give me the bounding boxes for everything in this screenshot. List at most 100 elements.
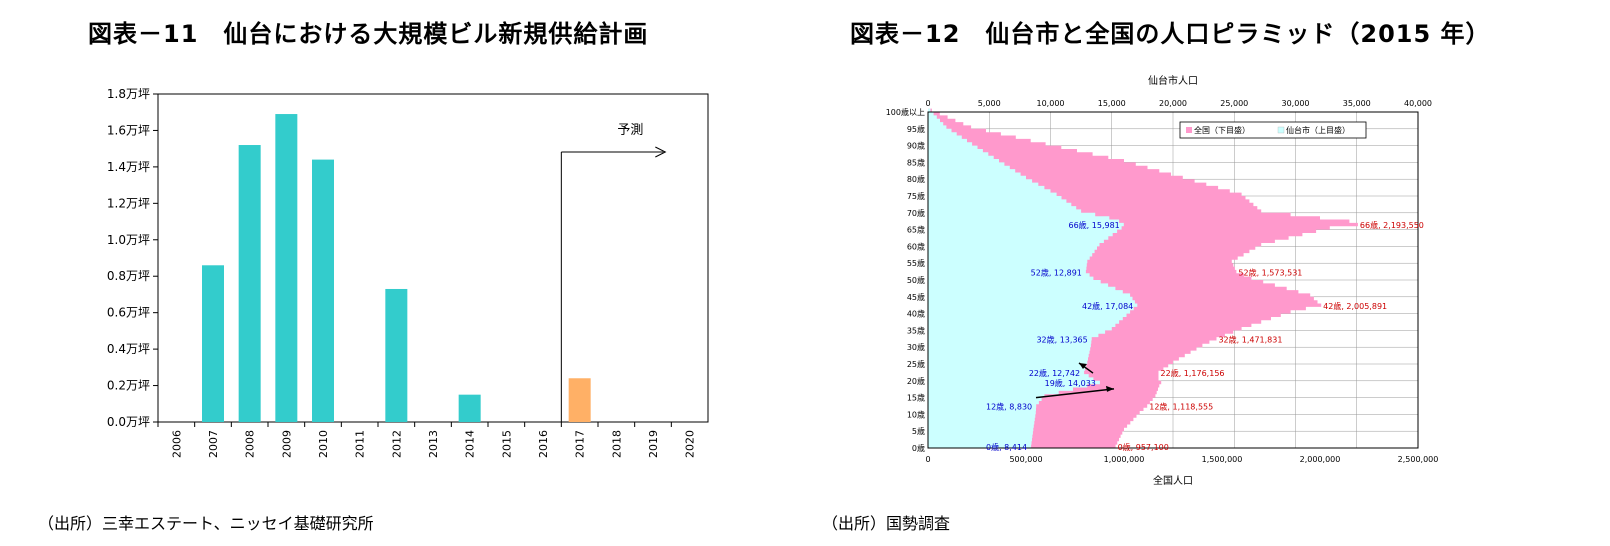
- national-data-label: 66歳, 2,193,550: [1360, 220, 1424, 230]
- x-tick-label: 2010: [317, 430, 330, 458]
- bottom-axis-title: 全国人口: [1153, 474, 1193, 487]
- age-tick-label: 10歳: [907, 409, 925, 419]
- age-tick-label: 25歳: [907, 359, 925, 369]
- age-tick-label: 75歳: [907, 191, 925, 201]
- sendai-data-label: 52歳, 12,891: [1031, 267, 1082, 277]
- top-tick-label: 5,000: [978, 99, 1001, 108]
- x-tick-label: 2007: [207, 430, 220, 458]
- x-tick-label: 2012: [390, 430, 403, 458]
- top-axis-title: 仙台市人口: [1148, 74, 1198, 87]
- sendai-data-label: 0歳, 8,414: [986, 442, 1027, 452]
- office-supply-bar-chart: 0.0万坪 0.2万坪 0.4万坪 0.6万坪 0.8万坪 1.0万坪 1.2万坪 1.4万坪…: [107, 87, 709, 458]
- age-tick-label: 40歳: [907, 309, 925, 319]
- bottom-tick-label: 500,000: [1009, 455, 1042, 464]
- x-tick-label: 2011: [354, 430, 367, 458]
- x-tick-label: 2009: [280, 430, 293, 458]
- x-tick-label: 2014: [464, 430, 477, 458]
- bottom-tick-label: 1,500,000: [1202, 455, 1243, 464]
- sendai-data-label: 12歳, 8,830: [986, 402, 1032, 412]
- legend-label-national: 全国（下目盛）: [1194, 125, 1250, 135]
- top-tick-label: 35,000: [1343, 99, 1371, 108]
- bottom-tick-label: 0: [925, 455, 930, 464]
- legend-swatch-national: [1186, 127, 1192, 133]
- pyramid-frame: [927, 111, 1419, 449]
- y-tick-label: 1.2万坪: [107, 196, 150, 210]
- national-data-label: 22歳, 1,176,156: [1161, 368, 1225, 378]
- sendai-data-label: 66歳, 15,981: [1069, 220, 1120, 230]
- y-tick-label: 0.4万坪: [107, 342, 150, 356]
- top-tick-label: 40,000: [1404, 99, 1432, 108]
- bar-2014: [458, 394, 481, 422]
- national-data-label: 12歳, 1,118,555: [1149, 402, 1213, 412]
- y-tick-label: 1.6万坪: [107, 123, 150, 137]
- sendai-data-label: 32歳, 13,365: [1036, 334, 1087, 344]
- age-tick-label: 95歳: [907, 124, 925, 134]
- age-tick-label: 30歳: [907, 342, 925, 352]
- bar-2007: [202, 265, 224, 422]
- bottom-tick-label: 2,500,000: [1398, 455, 1439, 464]
- age-tick-label: 20歳: [907, 376, 925, 386]
- bottom-tick-label: 1,000,000: [1104, 455, 1145, 464]
- legend-swatch-sendai: [1277, 126, 1285, 134]
- age-tick-label: 100歳以上: [886, 107, 925, 117]
- y-tick-label: 0.2万坪: [107, 379, 150, 393]
- y-tick-label: 1.4万坪: [107, 160, 150, 174]
- sendai-data-label: 22歳, 12,742: [1029, 368, 1080, 378]
- top-tick-label: 10,000: [1037, 99, 1065, 108]
- sendai-data-label: 19歳, 14,033: [1045, 378, 1096, 388]
- age-tick-label: 85歳: [907, 157, 925, 167]
- trend-arrow-right: [1035, 388, 1115, 399]
- x-tick-label: 2008: [244, 430, 257, 458]
- forecast-label: 予測: [617, 123, 643, 138]
- national-data-label: 42歳, 2,005,891: [1323, 301, 1387, 311]
- right-chart-title: 図表－12 仙台市と全国の人口ピラミッド（2015 年）: [850, 20, 1491, 48]
- age-tick-label: 65歳: [907, 225, 925, 235]
- x-tick-label: 2015: [500, 430, 513, 458]
- left-source-note: （出所）三幸エステート、ニッセイ基礎研究所: [38, 514, 374, 533]
- x-tick-label: 2017: [574, 430, 587, 458]
- age-tick-label: 45歳: [907, 292, 925, 302]
- age-tick-label: 90歳: [907, 141, 925, 151]
- x-tick-label: 2019: [647, 430, 660, 458]
- population-pyramid-chart: 0歳 5歳 10歳 15歳 20歳 25歳 30歳 35歳 40歳 45歳 50歳 55歳 60歳 65歳…: [886, 74, 1439, 487]
- x-tick-label: 2013: [427, 430, 440, 458]
- y-tick-label: 1.8万坪: [107, 87, 150, 101]
- top-tick-label: 15,000: [1098, 99, 1126, 108]
- top-tick-label: 25,000: [1220, 99, 1248, 108]
- trend-arrowhead-right: [1106, 385, 1114, 392]
- x-tick-label: 2020: [684, 430, 697, 458]
- age-tick-label: 60歳: [907, 241, 925, 251]
- x-tick-label: 2018: [610, 430, 623, 458]
- top-tick-label: 30,000: [1282, 99, 1310, 108]
- age-tick-label: 55歳: [907, 258, 925, 268]
- y-tick-label: 0.0万坪: [107, 415, 150, 429]
- age-tick-label: 70歳: [907, 208, 925, 218]
- bottom-tick-label: 2,000,000: [1300, 455, 1341, 464]
- trend-arrowhead-up: [1079, 362, 1087, 369]
- bar-2009: [275, 114, 298, 423]
- forecast-arrowhead: [655, 146, 667, 158]
- age-tick-label: 35歳: [907, 325, 925, 335]
- top-tick-label: 0: [925, 99, 930, 108]
- y-tick-label: 0.8万坪: [107, 269, 150, 283]
- legend-box: [1179, 121, 1367, 139]
- age-tick-label: 50歳: [907, 275, 925, 285]
- national-data-label: 0歳, 957,100: [1118, 442, 1169, 452]
- bar-2010: [312, 159, 334, 422]
- age-tick-label: 0歳: [912, 443, 925, 453]
- legend-label-sendai: 仙台市（上目盛）: [1286, 125, 1350, 135]
- right-source-note: （出所）国勢調査: [822, 514, 951, 533]
- y-tick-label: 0.6万坪: [107, 306, 150, 320]
- top-tick-label: 20,000: [1159, 99, 1187, 108]
- national-data-label: 32歳, 1,471,831: [1218, 334, 1282, 344]
- age-tick-label: 15歳: [907, 393, 925, 403]
- age-tick-label: 5歳: [912, 426, 925, 436]
- x-tick-label: 2016: [537, 430, 550, 458]
- left-chart-title: 図表－11 仙台における大規模ビル新規供給計画: [88, 20, 649, 48]
- bar-2012: [385, 288, 408, 422]
- bar-2017: [568, 378, 591, 422]
- national-data-label: 52歳, 1,573,531: [1238, 267, 1302, 277]
- x-tick-label: 2006: [170, 430, 183, 458]
- bar-2008: [238, 145, 261, 422]
- sendai-data-label: 42歳, 17,084: [1082, 301, 1133, 311]
